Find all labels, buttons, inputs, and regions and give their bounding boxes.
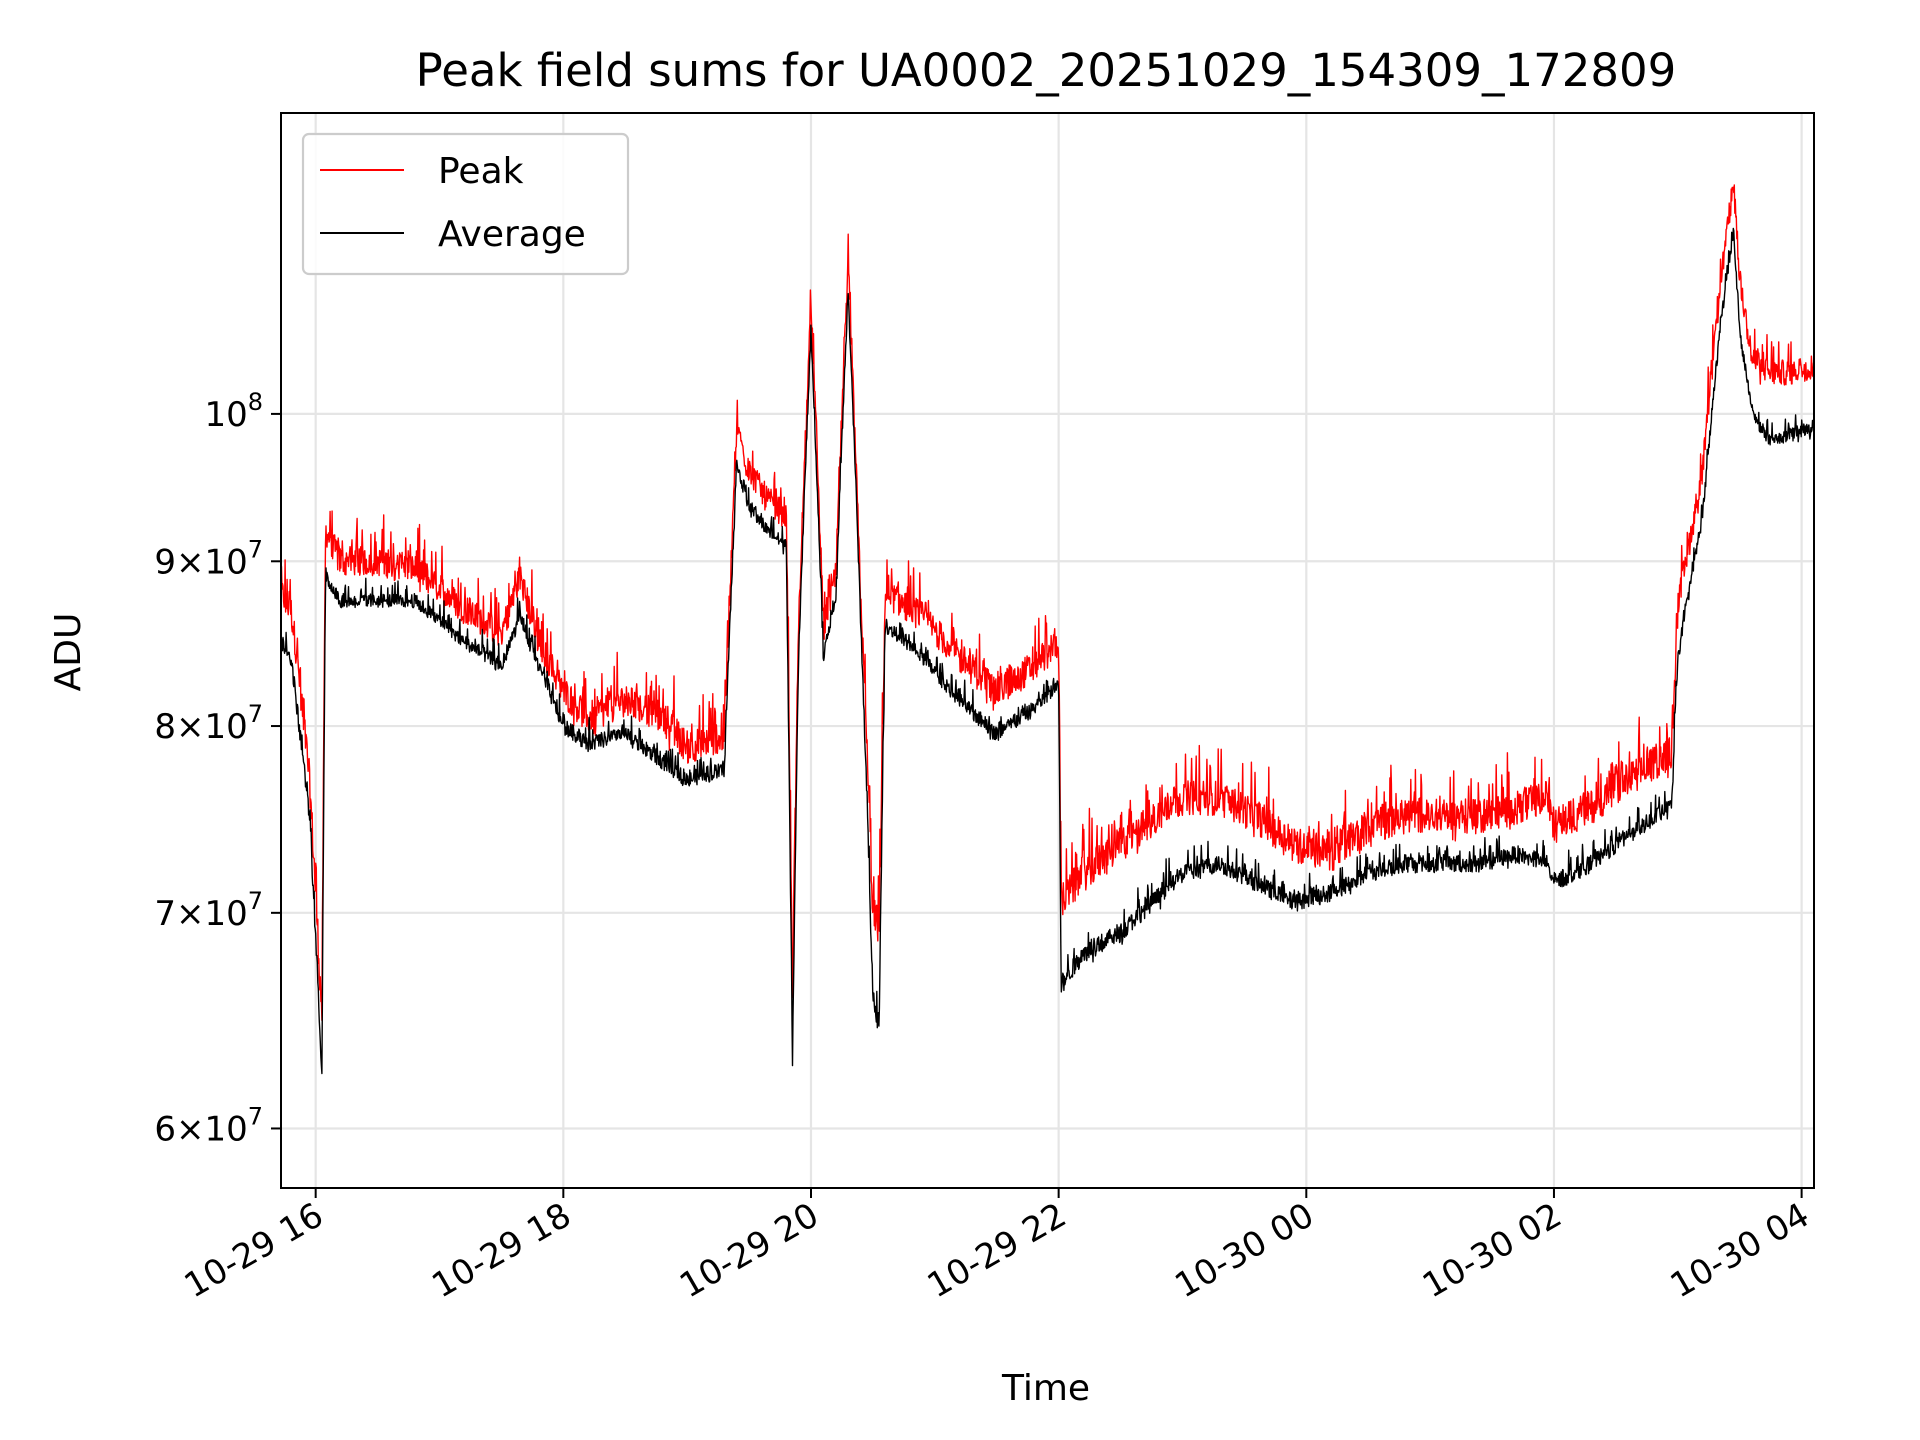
- y-tick-exponent: 7: [248, 1102, 263, 1130]
- y-tick-base: 10: [204, 542, 247, 582]
- y-tick-mantissa: 9: [154, 542, 176, 582]
- y-tick-mantissa: 7: [154, 894, 176, 934]
- y-tick-exponent: 7: [248, 535, 263, 563]
- series-line-peak: [281, 184, 1814, 1021]
- y-tick-mantissa: 6: [154, 1109, 176, 1149]
- y-tick-base: 10: [204, 894, 247, 934]
- y-tick-times: ×: [176, 894, 205, 934]
- y-tick-label: 7×107: [154, 887, 263, 934]
- y-tick-label: 6×107: [154, 1102, 263, 1149]
- y-tick-label: 108: [204, 388, 263, 435]
- y-tick-exponent: 7: [248, 887, 263, 915]
- y-tick-base: 10: [204, 1109, 247, 1149]
- y-tick-times: ×: [176, 707, 205, 747]
- y-tick-mantissa: 8: [154, 707, 176, 747]
- legend-label-peak: Peak: [438, 151, 524, 192]
- chart-title: Peak field sums for UA0002_20251029_1543…: [416, 44, 1677, 97]
- y-tick-base: 10: [204, 707, 247, 747]
- y-tick-times: ×: [176, 1109, 205, 1149]
- y-tick-exponent: 7: [248, 700, 263, 728]
- y-tick-label: 8×107: [154, 700, 263, 747]
- y-tick-times: ×: [176, 542, 205, 582]
- y-axis-label: ADU: [48, 613, 89, 692]
- series-layer: [281, 184, 1814, 1075]
- y-tick-label: 9×107: [154, 535, 263, 582]
- legend: Peak Average: [301, 132, 630, 276]
- plot-frame: [280, 112, 1815, 1189]
- y-tick-exponent: 8: [248, 388, 263, 416]
- x-axis-label: Time: [1001, 1368, 1090, 1409]
- y-tick-base: 10: [204, 395, 247, 435]
- series-line-average: [281, 227, 1814, 1075]
- legend-label-average: Average: [438, 214, 586, 255]
